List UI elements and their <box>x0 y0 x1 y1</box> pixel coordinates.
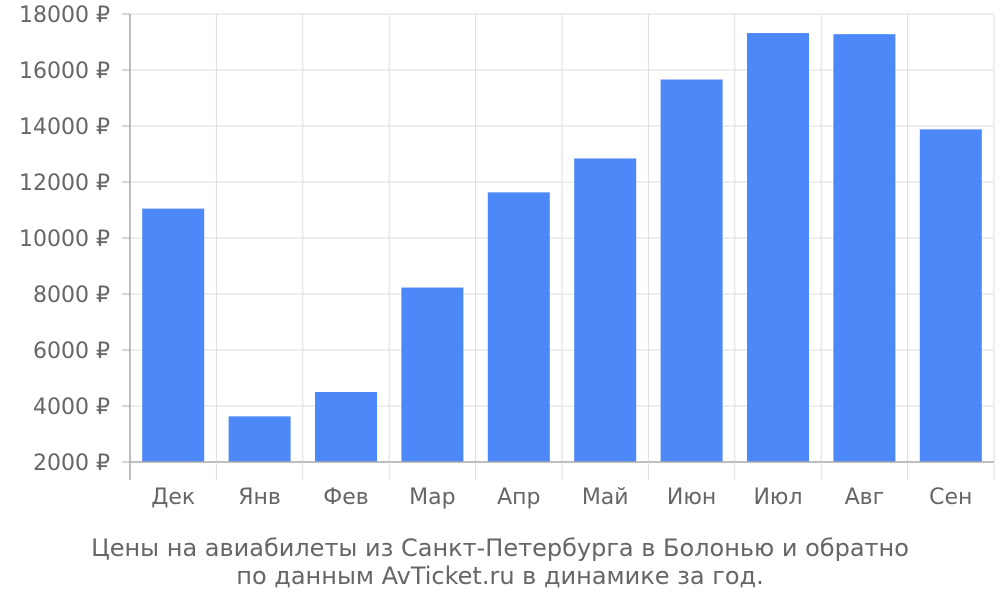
bar-2 <box>228 416 291 462</box>
y-tick-label: 18000 ₽ <box>19 3 110 28</box>
caption-line-2: по данным AvTicket.ru в динамике за год. <box>236 562 764 590</box>
x-tick-label: Июн <box>667 485 716 510</box>
grid <box>130 13 995 463</box>
bar-chart: 2000 ₽ 4000 ₽ 6000 ₽ 8000 ₽ 10000 ₽ 12000 ₽ 14… <box>19 3 995 510</box>
bar-9 <box>833 34 896 462</box>
axes <box>122 13 995 480</box>
y-tick-label: 10000 ₽ <box>19 227 110 252</box>
x-tick-label: Мар <box>409 485 455 510</box>
y-tick-label: 8000 ₽ <box>33 283 110 308</box>
x-tick-label: Сен <box>929 485 972 510</box>
x-tick-label: Янв <box>238 485 281 510</box>
bar-1 <box>142 208 205 462</box>
x-tick-label: Июл <box>753 485 802 510</box>
x-tick-label: Авг <box>845 485 885 510</box>
bar-4 <box>401 287 464 462</box>
bar-8 <box>747 33 809 462</box>
x-tick-label: Апр <box>497 485 540 510</box>
bars <box>142 33 982 463</box>
tick-labels: 2000 ₽ 4000 ₽ 6000 ₽ 8000 ₽ 10000 ₽ 12000 ₽ 14… <box>19 3 972 510</box>
bar-6 <box>574 158 637 463</box>
y-tick-label: 2000 ₽ <box>33 451 110 476</box>
caption-line-1: Цены на авиабилеты из Санкт-Петербурга в… <box>91 534 909 562</box>
bar-10 <box>919 129 982 463</box>
x-tick-label: Дек <box>151 485 195 510</box>
y-tick-label: 4000 ₽ <box>33 395 110 420</box>
x-tick-label: Фев <box>323 485 368 510</box>
x-tick-label: Май <box>582 485 629 510</box>
y-tick-label: 16000 ₽ <box>19 59 110 84</box>
y-tick-label: 12000 ₽ <box>19 171 110 196</box>
bar-5 <box>487 192 550 463</box>
bar-3 <box>315 392 377 462</box>
y-tick-label: 6000 ₽ <box>33 339 110 364</box>
y-tick-label: 14000 ₽ <box>19 115 110 140</box>
bar-7 <box>660 79 723 463</box>
